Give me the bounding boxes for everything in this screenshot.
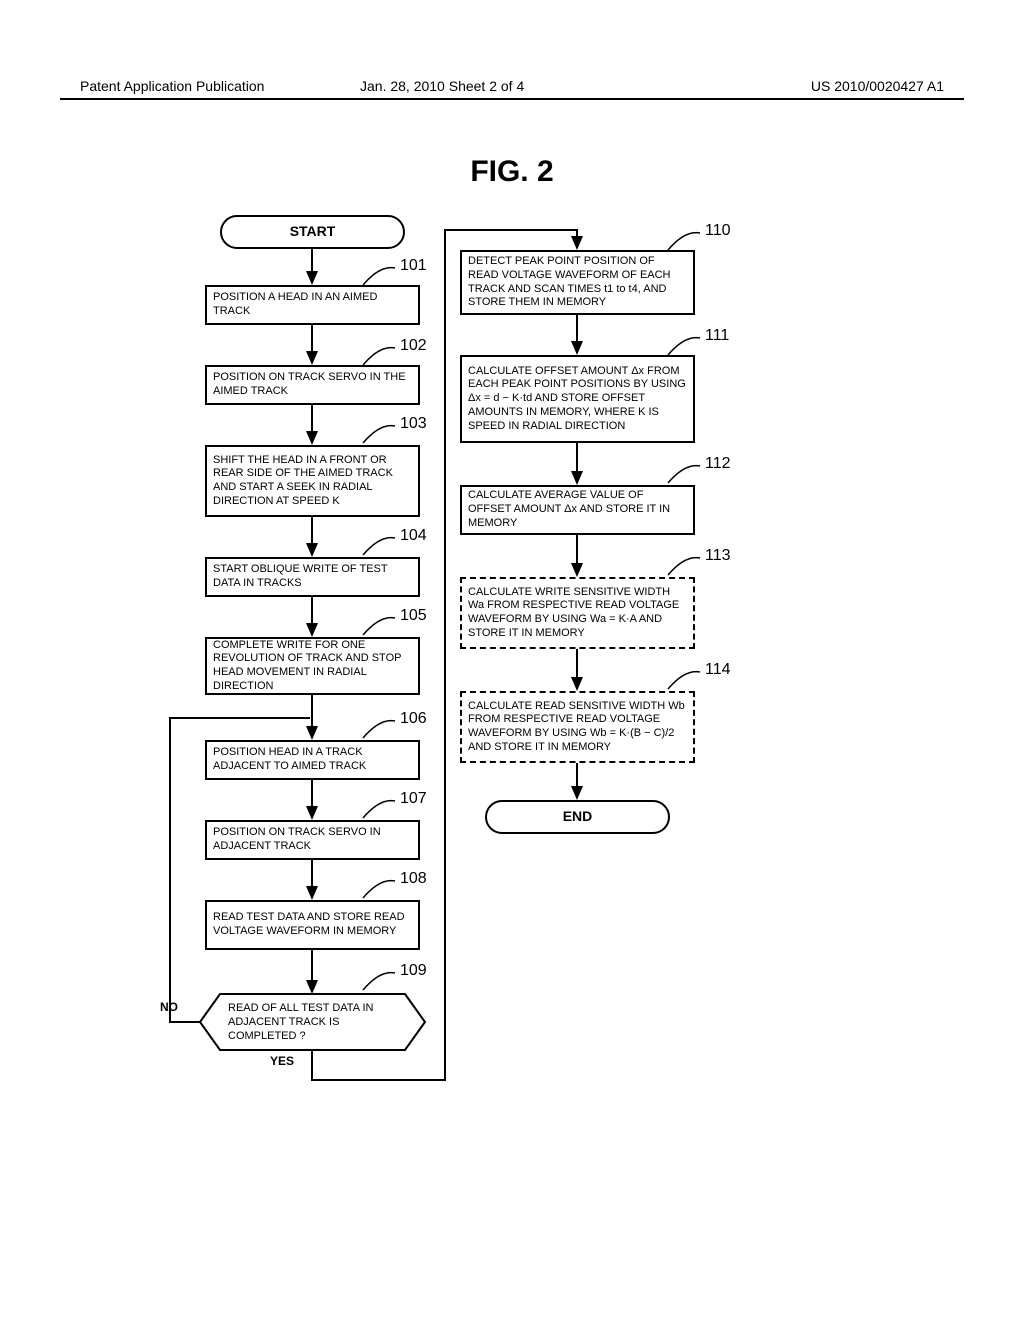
header-left: Patent Application Publication — [80, 78, 264, 94]
arrows-overlay — [155, 210, 855, 1260]
header-right: US 2010/0020427 A1 — [811, 78, 944, 94]
header-rule — [60, 98, 964, 100]
figure-title: FIG. 2 — [0, 155, 1024, 189]
flowchart: START POSITION A HEAD IN AN AIMED TRACK … — [155, 210, 855, 1260]
header-center: Jan. 28, 2010 Sheet 2 of 4 — [360, 78, 524, 94]
